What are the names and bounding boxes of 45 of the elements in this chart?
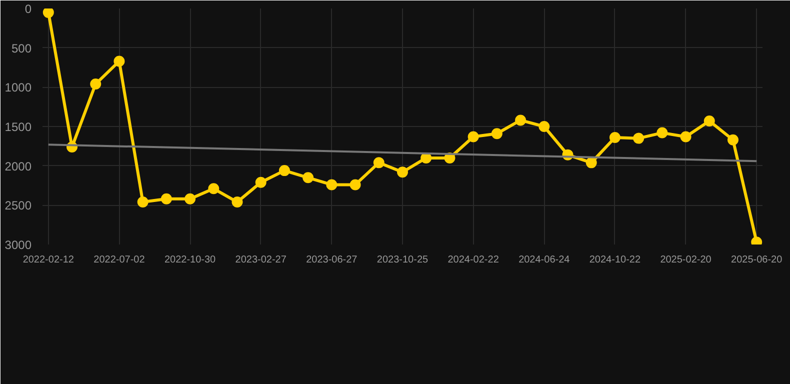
x-tick-label: 2022-10-30 [164,254,216,266]
x-tick-label: 2023-06-27 [306,254,358,266]
point [90,78,102,90]
y-tick-label: 500 [11,41,32,56]
point [350,179,361,190]
x-tick-label: 2023-02-27 [235,254,287,266]
point [468,131,479,142]
x-tick-label: 2024-02-22 [448,254,500,266]
point [114,56,125,67]
point [727,134,738,146]
y-tick-label: 0 [24,2,32,16]
point [538,121,550,132]
point [232,196,243,208]
point [491,128,502,140]
y-tick-label: 1500 [4,120,32,134]
line-series [42,8,762,244]
point [184,193,196,204]
x-tick-label: 2024-06-24 [518,254,570,266]
point [633,132,644,144]
x-tick-label: 2025-06-20 [731,254,783,266]
point [656,127,668,138]
y-tick-label: 3000 [4,238,32,252]
y-tick-label: 2000 [4,159,32,174]
x-tick-label: 2023-10-25 [376,254,429,266]
point [373,157,384,168]
point [704,116,715,126]
x-tick-label: 2024-10-22 [589,254,641,266]
point [397,166,408,178]
y-tick-label: 2500 [4,198,32,213]
x-tick-label: 2025-02-20 [660,254,712,266]
point [302,172,314,184]
point [609,132,620,144]
point [586,157,597,168]
x-tick-label: 2022-07-02 [94,254,146,266]
x-tick-label: 2022-02-12 [22,254,74,266]
point [326,179,338,190]
point [208,183,220,194]
point [42,8,54,18]
y-tick-label: 1000 [4,80,32,95]
point [160,193,172,204]
point [255,176,266,188]
point [515,114,526,126]
point [137,196,148,208]
point [278,165,290,176]
point [680,131,692,142]
